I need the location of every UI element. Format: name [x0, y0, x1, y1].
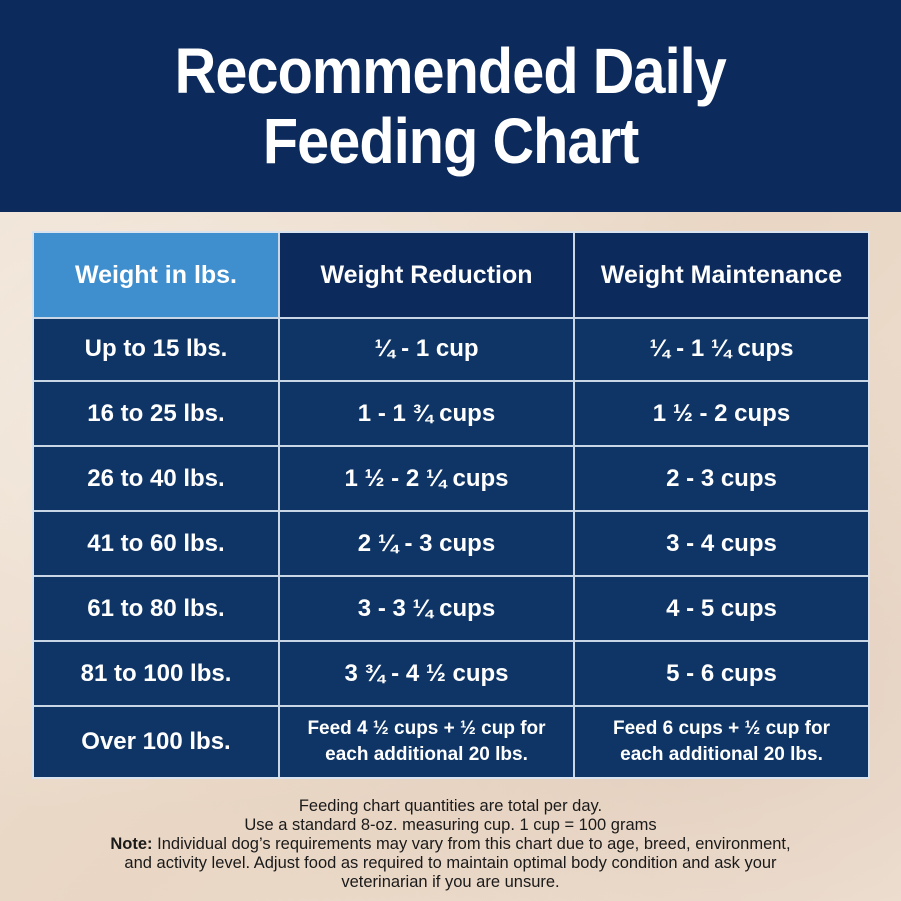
table-row: 16 to 25 lbs. 1 - 1 ¾ cups 1 ½ - 2 cups — [34, 382, 868, 447]
weight-cell: 16 to 25 lbs. — [34, 382, 280, 445]
reduction-cell: 2 ¼ - 3 cups — [280, 512, 575, 575]
note-text: Individual dog’s requirements may vary f… — [124, 835, 791, 891]
maintenance-cell: 2 - 3 cups — [666, 464, 777, 492]
maintenance-cell: Feed 6 cups + ½ cup for each additional … — [613, 718, 830, 765]
feeding-table: Weight in lbs. Weight Reduction Weight M… — [32, 231, 870, 779]
table-row: Over 100 lbs. Feed 4 ½ cups + ½ cup for … — [34, 707, 868, 777]
header-banner: Recommended Daily Feeding Chart — [0, 0, 901, 212]
maintenance-cell: ¼ - 1 ¼ cups — [649, 334, 794, 362]
weight-cell: 61 to 80 lbs. — [34, 577, 280, 640]
table-header-row: Weight in lbs. Weight Reduction Weight M… — [34, 233, 868, 319]
maintenance-cell: 5 - 6 cups — [666, 659, 777, 687]
reduction-cell: 1 ½ - 2 ¼ cups — [280, 447, 575, 510]
reduction-cell: Feed 4 ½ cups + ½ cup for each additiona… — [280, 707, 575, 777]
weight-cell: 26 to 40 lbs. — [34, 447, 280, 510]
table-row: 41 to 60 lbs. 2 ¼ - 3 cups 3 - 4 cups — [34, 512, 868, 577]
maintenance-cell: 1 ½ - 2 cups — [652, 399, 791, 427]
table-row: Up to 15 lbs. ¼ - 1 cup ¼ - 1 ¼ cups — [34, 317, 868, 382]
footnote-note: Note: Individual dog’s requirements may … — [0, 835, 901, 892]
weight-cell: 81 to 100 lbs. — [34, 642, 280, 705]
table-row: 61 to 80 lbs. 3 - 3 ¼ cups 4 - 5 cups — [34, 577, 868, 642]
reduction-cell: 1 - 1 ¾ cups — [280, 382, 575, 445]
column-header-reduction: Weight Reduction — [280, 233, 575, 317]
footnote-line-1: Feeding chart quantities are total per d… — [298, 797, 603, 815]
note-label: Note: — [110, 835, 153, 853]
column-header-weight: Weight in lbs. — [34, 233, 280, 317]
reduction-cell: 3 - 3 ¼ cups — [280, 577, 575, 640]
column-header-maintenance: Weight Maintenance — [600, 260, 843, 289]
weight-cell: Over 100 lbs. — [34, 707, 280, 777]
weight-cell: 41 to 60 lbs. — [34, 512, 280, 575]
table-row: 81 to 100 lbs. 3 ¾ - 4 ½ cups 5 - 6 cups — [34, 642, 868, 707]
page-title-line-1: Recommended Daily — [174, 35, 727, 107]
page-title-line-2: Feeding Chart — [262, 105, 639, 177]
weight-cell: Up to 15 lbs. — [34, 317, 280, 380]
table-row: 26 to 40 lbs. 1 ½ - 2 ¼ cups 2 - 3 cups — [34, 447, 868, 512]
reduction-cell: ¼ - 1 cup — [280, 317, 575, 380]
maintenance-cell: 3 - 4 cups — [666, 529, 777, 557]
footnote: Feeding chart quantities are total per d… — [0, 797, 901, 892]
maintenance-cell: 4 - 5 cups — [666, 594, 777, 622]
reduction-cell: 3 ¾ - 4 ½ cups — [280, 642, 575, 705]
footnote-line-2: Use a standard 8-oz. measuring cup. 1 cu… — [244, 816, 657, 834]
